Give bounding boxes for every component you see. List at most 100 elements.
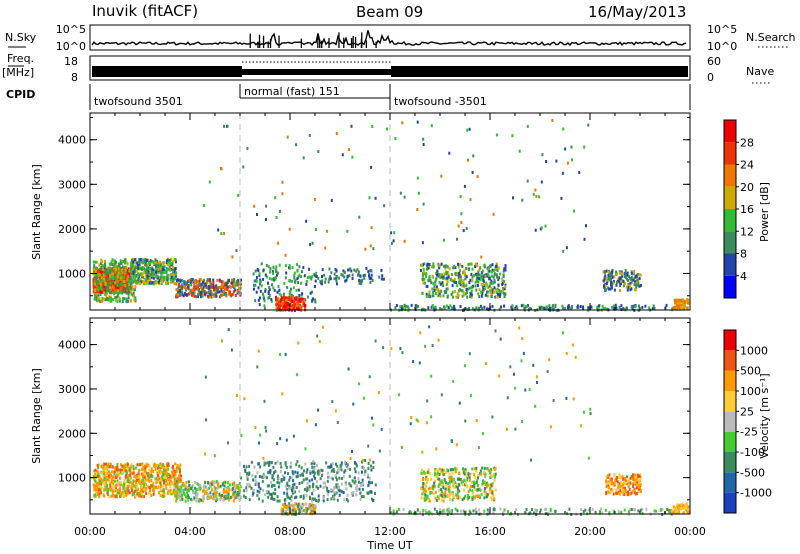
range-gate-cell [463, 496, 466, 500]
range-gate-cell [335, 279, 338, 283]
range-gate-cell [487, 469, 490, 472]
range-gate-cell [160, 466, 163, 470]
range-gate-cell [494, 267, 497, 271]
range-gate-cell [95, 483, 98, 487]
range-gate-cell [503, 287, 506, 291]
range-gate-cell [179, 279, 182, 283]
range-gate-cell [461, 498, 464, 502]
range-gate-cell [138, 273, 141, 277]
range-gate-cell [547, 511, 550, 515]
range-gate-cell [287, 298, 290, 301]
range-gate-cell [105, 478, 108, 482]
range-gate-cell [257, 485, 260, 489]
range-gate-cell [166, 273, 169, 277]
range-gate-cell [93, 469, 96, 473]
range-gate-cell [438, 266, 441, 270]
range-gate-cell [110, 470, 113, 474]
range-gate-cell [211, 480, 214, 484]
range-gate-cell [252, 489, 255, 492]
range-gate-cell [231, 293, 234, 296]
range-gate-cell [186, 485, 189, 489]
range-gate-cell [291, 296, 294, 300]
range-gate-cell [146, 271, 149, 275]
range-gate-cell [488, 266, 490, 269]
range-gate-cell [159, 481, 162, 485]
range-gate-cell [114, 489, 117, 493]
range-gate-cell [182, 488, 185, 492]
range-gate-cell [610, 284, 613, 288]
range-gate-cell [226, 281, 229, 285]
range-gate-cell [229, 290, 232, 294]
range-gate-cell [276, 481, 279, 484]
range-gate-cell [498, 294, 501, 298]
range-gate-cell [181, 293, 184, 297]
range-gate-cell [97, 491, 100, 495]
range-gate-cell [132, 479, 135, 483]
range-gate-cell [108, 262, 111, 266]
range-gate-cell [442, 238, 445, 242]
range-gate-cell [184, 293, 187, 297]
range-gate-cell [296, 269, 299, 273]
range-gate-cell [477, 473, 480, 477]
range-gate-cell [127, 491, 130, 495]
range-gate-cell [495, 466, 497, 470]
range-gate-cell [478, 494, 480, 498]
range-gate-cell [425, 481, 428, 484]
range-gate-cell [257, 462, 260, 466]
range-gate-cell [471, 489, 474, 493]
range-gate-cell [464, 292, 467, 296]
range-gate-cell [199, 484, 202, 488]
range-gate-cell [161, 261, 164, 265]
range-gate-cell [104, 288, 107, 292]
range-gate-cell [331, 462, 334, 465]
range-gate-cell [328, 475, 331, 479]
range-gate-cell [401, 121, 404, 125]
range-gate-cell [121, 282, 124, 286]
range-gate-cell [146, 474, 149, 478]
range-gate-cell [493, 290, 496, 294]
range-gate-cell [283, 292, 285, 296]
range-gate-cell [638, 273, 641, 277]
range-gate-cell [422, 267, 425, 271]
range-gate-cell [441, 483, 444, 487]
range-gate-cell [167, 478, 170, 482]
range-gate-cell [479, 266, 482, 270]
range-gate-cell [609, 287, 612, 291]
range-gate-cell [336, 498, 339, 502]
colorbar-tick-label: 4 [740, 270, 747, 283]
range-gate-cell [95, 293, 98, 296]
range-gate-cell [604, 284, 607, 287]
range-gate-cell [422, 143, 425, 146]
range-gate-cell [221, 285, 224, 289]
range-gate-cell [225, 294, 228, 298]
cpid-segment-label: twofsound -3501 [394, 95, 487, 108]
range-gate-cell [347, 268, 350, 272]
range-gate-cell [179, 285, 182, 289]
range-gate-cell [612, 281, 615, 285]
range-gate-cell [98, 273, 101, 277]
range-gate-cell [216, 290, 219, 294]
range-gate-cell [231, 488, 234, 492]
range-gate-cell [448, 472, 451, 476]
range-gate-cell [425, 272, 428, 275]
range-gate-cell [493, 272, 496, 276]
range-gate-cell [338, 493, 341, 497]
range-gate-cell [301, 480, 304, 484]
range-gate-cell [483, 273, 486, 277]
range-gate-cell [539, 508, 542, 512]
range-gate-cell [258, 475, 261, 479]
range-gate-cell [362, 274, 365, 278]
range-gate-cell [357, 477, 360, 481]
range-gate-cell [481, 466, 484, 470]
range-gate-cell [279, 470, 282, 473]
range-gate-cell [471, 484, 474, 488]
range-gate-cell [98, 277, 101, 280]
range-gate-cell [108, 465, 111, 469]
range-gate-cell [181, 493, 183, 497]
cpid-segment-label: normal (fast) 151 [244, 85, 340, 98]
y-tick-label: 3000 [58, 178, 86, 191]
range-gate-cell [178, 284, 181, 288]
range-gate-cell [126, 471, 128, 475]
range-gate-cell [154, 478, 157, 482]
range-gate-cell [302, 156, 305, 160]
